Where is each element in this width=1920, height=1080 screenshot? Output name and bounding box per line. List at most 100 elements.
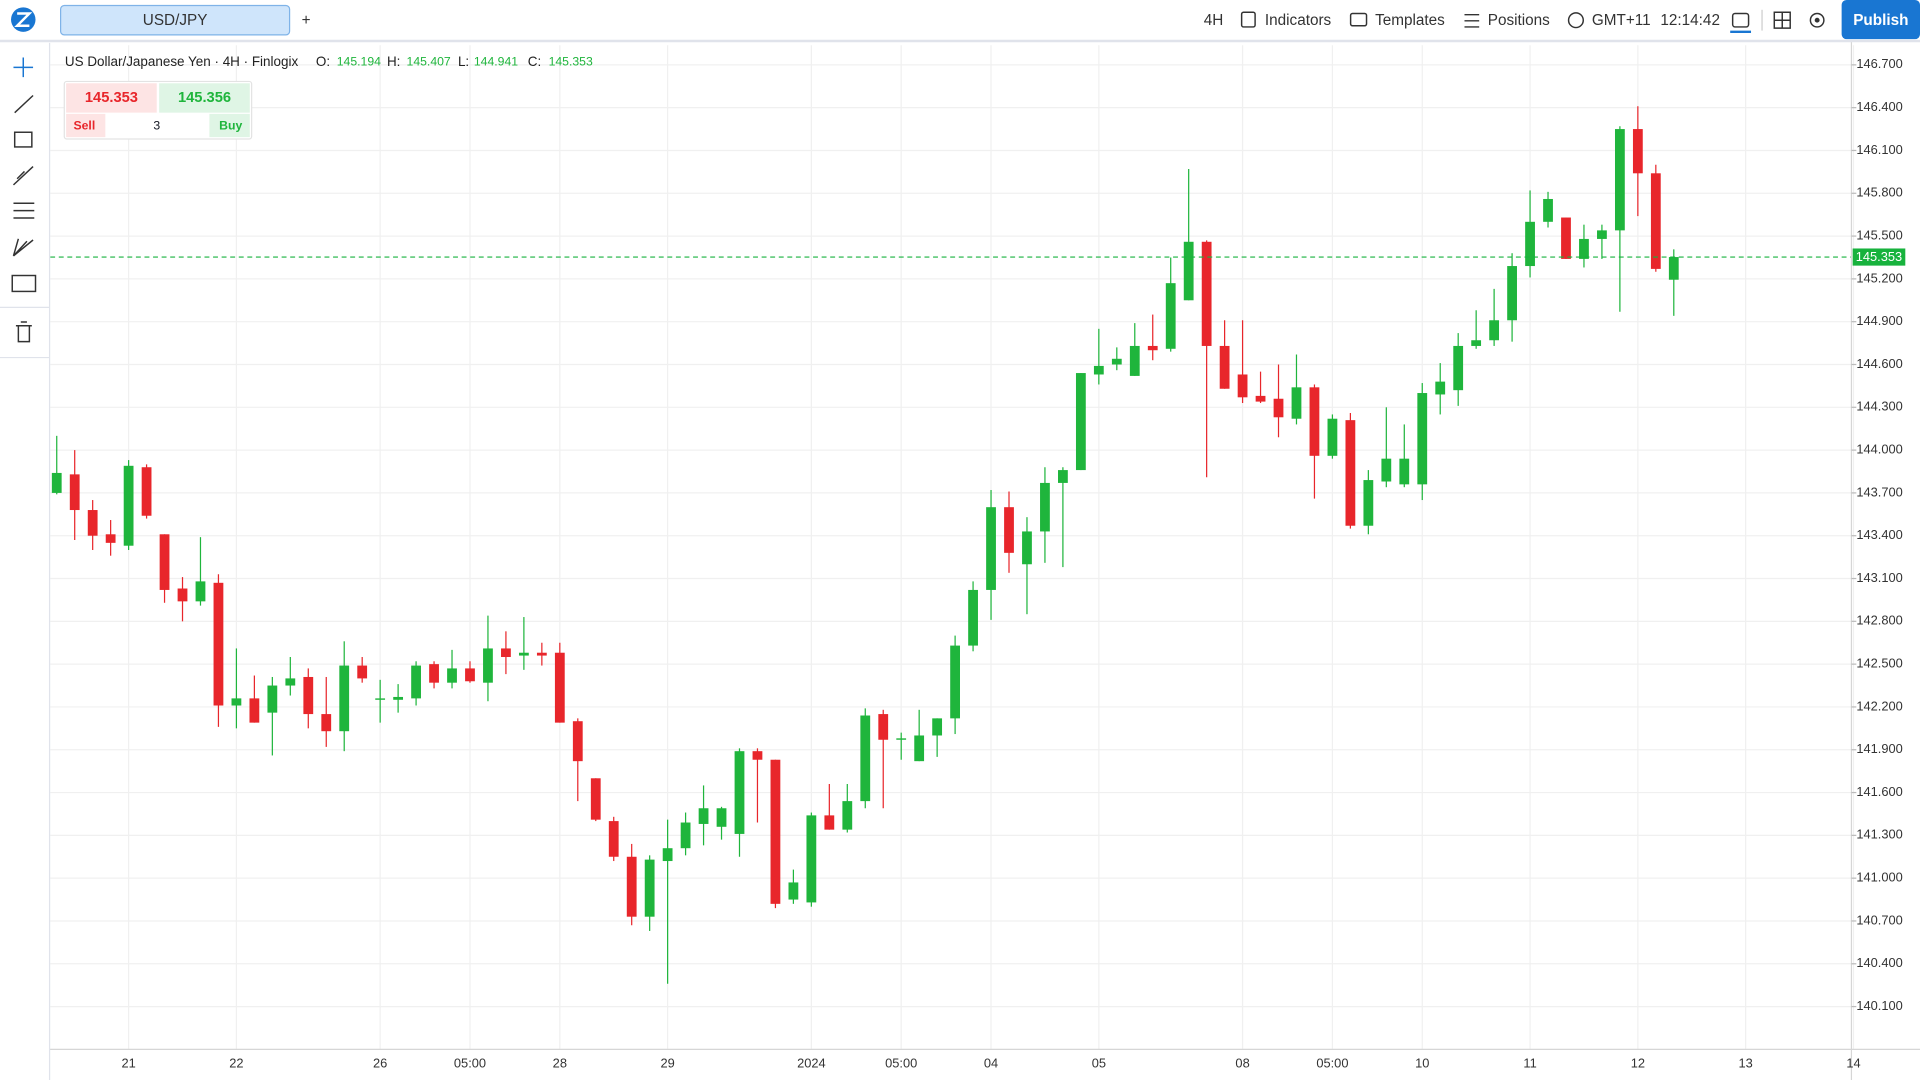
gann-tool[interactable] xyxy=(12,238,34,257)
timezone-icon xyxy=(1567,12,1584,29)
templates-button[interactable]: Templates xyxy=(1375,12,1445,29)
candle-body xyxy=(1165,283,1176,349)
candle-body xyxy=(195,581,206,602)
y-tick-label: 145.500 xyxy=(1856,227,1902,242)
last-price-tag xyxy=(1852,248,1906,266)
candle-body xyxy=(896,738,907,740)
candle-body xyxy=(1668,257,1679,280)
publish-button[interactable] xyxy=(1841,0,1920,40)
open-label: O: xyxy=(316,54,330,69)
crosshair-tool[interactable] xyxy=(13,57,34,78)
candle-body xyxy=(1058,470,1068,483)
x-tick-label: 2024 xyxy=(797,1055,826,1070)
candle-body xyxy=(878,714,889,740)
y-tick-label: 141.000 xyxy=(1856,870,1902,885)
candle-body xyxy=(1345,420,1356,526)
left-toolbar xyxy=(0,42,51,1080)
positions-icon xyxy=(1464,13,1480,28)
fibonacci-tool[interactable] xyxy=(13,202,35,219)
trend-line-tool[interactable] xyxy=(14,94,34,114)
y-tick-label: 140.100 xyxy=(1856,998,1902,1013)
candle-body xyxy=(1237,374,1248,398)
x-tick-label: 05:00 xyxy=(1316,1055,1348,1070)
candle-body xyxy=(249,698,260,723)
layout-button[interactable] xyxy=(1773,11,1791,29)
buy-button[interactable] xyxy=(209,113,250,138)
x-tick-label: 14 xyxy=(1846,1055,1860,1070)
timezone-button[interactable]: GMT+11 xyxy=(1592,12,1651,29)
settings-dot xyxy=(1814,17,1820,23)
y-tick-label: 140.400 xyxy=(1856,955,1902,970)
candle-body xyxy=(536,652,547,656)
candle-body xyxy=(339,665,350,732)
x-tick-label: 12 xyxy=(1631,1055,1645,1070)
templates-icon xyxy=(1349,12,1368,27)
candle-body xyxy=(501,648,511,658)
text-tool[interactable] xyxy=(11,274,37,293)
positions-button[interactable]: Positions xyxy=(1488,12,1550,29)
interval-button[interactable]: 4H xyxy=(1204,12,1224,29)
candle-body xyxy=(1363,480,1374,526)
rectangle-tool[interactable] xyxy=(13,131,33,148)
candle-body xyxy=(1201,241,1212,346)
trade-widget: 145.353 145.356 Sell 3 Buy xyxy=(63,80,253,140)
candle-body xyxy=(698,808,709,824)
candle-body xyxy=(1219,345,1230,389)
x-tick-label: 05:00 xyxy=(885,1055,917,1070)
candle-body xyxy=(986,507,996,590)
candle-body xyxy=(231,698,242,706)
toolbar-bg xyxy=(0,0,1920,41)
clock: 12:14:42 xyxy=(1660,12,1720,29)
candle-body xyxy=(572,721,583,762)
candle-body xyxy=(806,815,817,903)
y-tick-label: 144.900 xyxy=(1856,313,1902,328)
y-tick-label: 141.300 xyxy=(1856,827,1902,842)
candle-body xyxy=(752,751,763,760)
x-tick-label: 05 xyxy=(1092,1055,1106,1070)
candle-body xyxy=(608,821,619,857)
candle-body xyxy=(159,534,170,590)
settings-button[interactable] xyxy=(1809,12,1825,28)
candle-body xyxy=(1471,340,1482,346)
buy-price-box[interactable] xyxy=(159,83,250,113)
candle-body xyxy=(1075,373,1086,471)
candle-body xyxy=(1040,482,1050,532)
plot-area xyxy=(50,45,1855,1050)
add-tab[interactable]: + xyxy=(302,12,311,29)
last-price-label: 145.353 xyxy=(1856,249,1902,264)
candle-body xyxy=(1004,507,1014,553)
x-tick-label: 29 xyxy=(660,1055,674,1070)
symbol-tab[interactable] xyxy=(60,4,291,36)
candle-body xyxy=(1093,365,1104,375)
candle-body xyxy=(87,510,98,536)
low-value: 144.941 xyxy=(474,55,518,69)
candle-body xyxy=(914,735,925,762)
candle-body xyxy=(357,665,368,679)
close-value: 145.353 xyxy=(549,55,593,69)
indicators-button[interactable]: Indicators xyxy=(1265,12,1332,29)
quantity-input[interactable]: 3 xyxy=(153,118,160,132)
candle-body xyxy=(285,678,296,686)
x-tick-label: 22 xyxy=(229,1055,243,1070)
candle-body xyxy=(141,467,152,516)
sell-button[interactable] xyxy=(66,113,106,138)
candle-body xyxy=(1650,173,1661,269)
sell-price-box[interactable] xyxy=(66,83,157,113)
candle-body xyxy=(213,582,224,706)
channel-tool[interactable] xyxy=(12,165,34,186)
candle-body xyxy=(429,664,439,683)
candle-body xyxy=(1579,238,1589,259)
high-label: H: xyxy=(387,54,400,69)
screenshot-button[interactable] xyxy=(1731,12,1750,28)
y-tick-label: 143.400 xyxy=(1856,527,1902,542)
delete-tool[interactable] xyxy=(15,321,32,343)
candle-body xyxy=(1255,395,1266,402)
high-value: 145.407 xyxy=(407,55,451,69)
x-tick-label: 05:00 xyxy=(454,1055,486,1070)
candle-body xyxy=(447,668,457,683)
candle-body xyxy=(932,718,943,736)
x-tick-label: 26 xyxy=(373,1055,387,1070)
candle-body xyxy=(968,589,978,646)
left-toolbar-bg xyxy=(0,42,49,1080)
candle-body xyxy=(842,801,853,830)
